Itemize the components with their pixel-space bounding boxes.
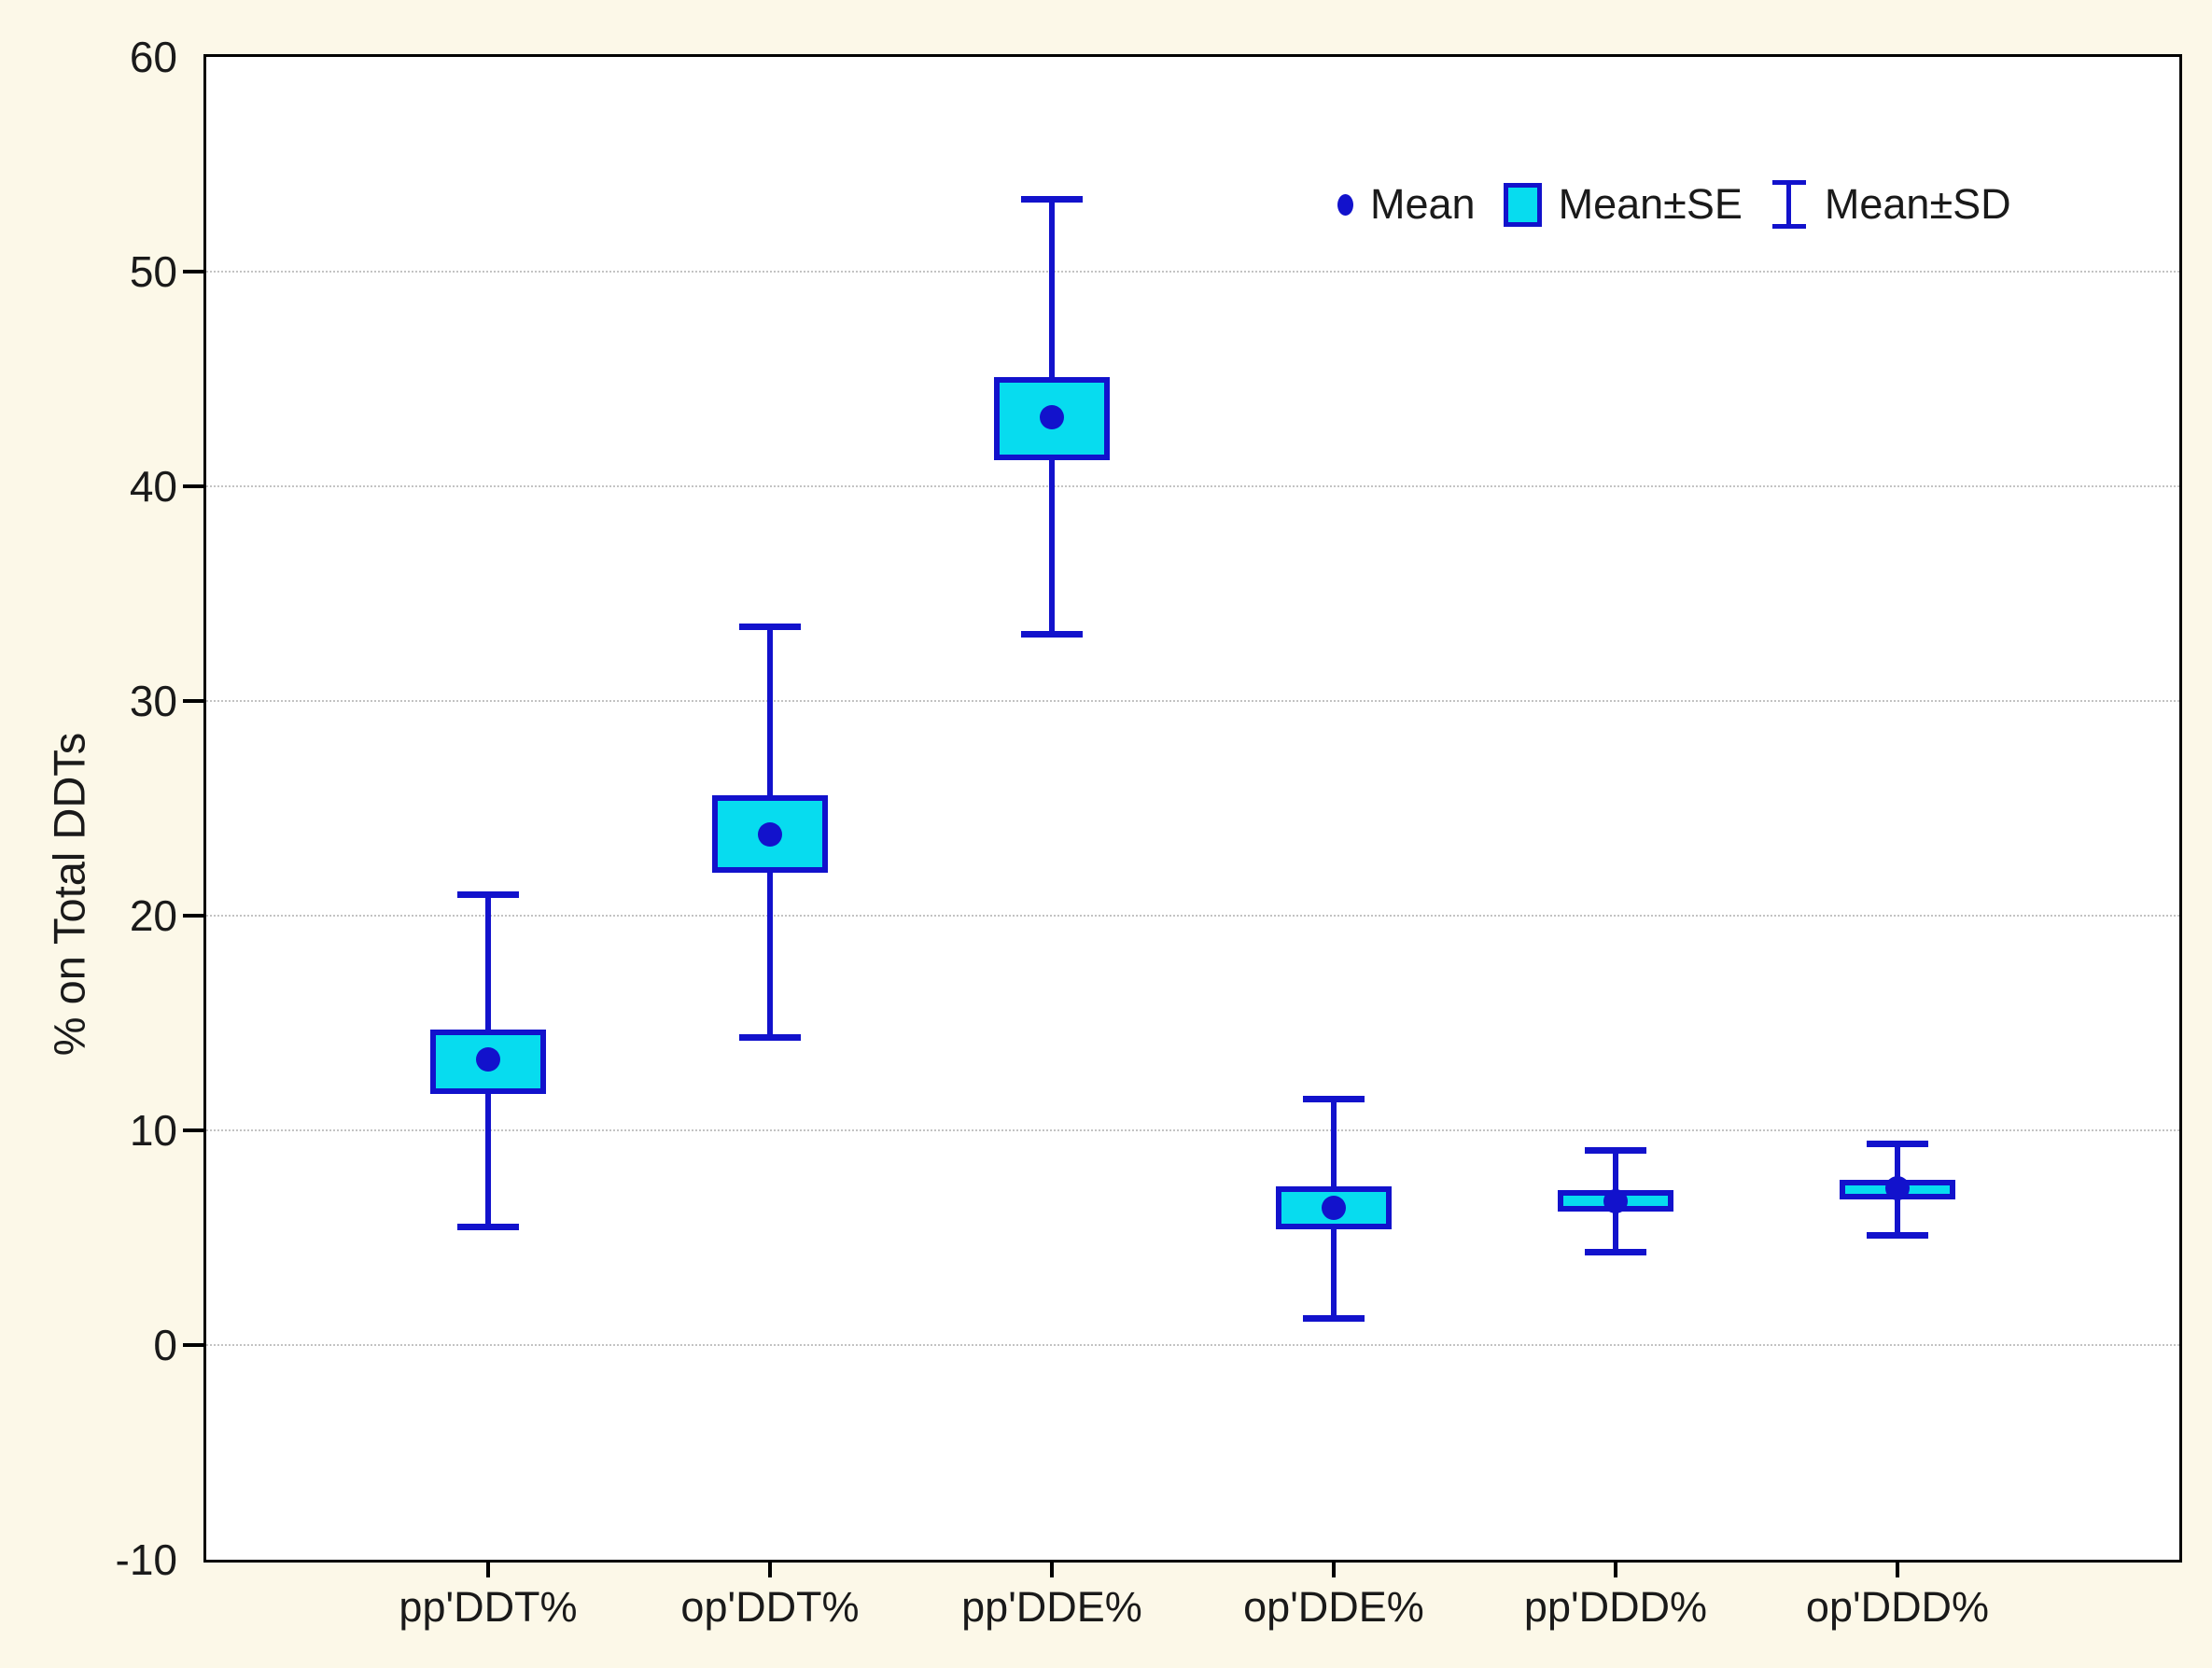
gridline [206, 271, 2179, 273]
legend-item: Mean±SE [1503, 180, 1743, 229]
mean-dot [1040, 405, 1064, 430]
y-axis-tick-label: 50 [129, 247, 177, 296]
gridline [206, 485, 2179, 487]
y-axis-tick [183, 1343, 203, 1347]
x-axis-tick [1050, 1563, 1054, 1577]
whisker-vline [1785, 180, 1791, 229]
y-axis-tick-label: 30 [129, 677, 177, 725]
gridline [206, 915, 2179, 917]
y-axis-tick-label: 40 [129, 462, 177, 511]
y-axis-tick-label: 0 [153, 1321, 177, 1369]
x-axis-tick-label: op'DDT% [680, 1583, 860, 1631]
mean-dot [758, 821, 782, 847]
legend-label: Mean±SE [1558, 180, 1743, 228]
sd-cap-bottom [1021, 630, 1083, 638]
x-axis-tick-label: pp'DDT% [399, 1583, 578, 1631]
x-axis-tick-label: pp'DDE% [961, 1583, 1142, 1631]
sd-cap-bottom [1303, 1315, 1365, 1323]
legend-sd-whisker-icon [1771, 180, 1808, 229]
mean-dot [476, 1047, 500, 1072]
x-axis-tick [768, 1563, 772, 1577]
whisker-top-cap [1771, 180, 1806, 185]
legend-item: Mean [1337, 180, 1476, 229]
y-axis-tick-label: 20 [129, 891, 177, 940]
legend-se-box-icon [1503, 182, 1542, 227]
x-axis-tick [1332, 1563, 1336, 1577]
sd-cap-bottom [457, 1223, 519, 1230]
y-axis-tick [183, 699, 203, 703]
legend-item: Mean±SD [1771, 180, 2011, 229]
mean-dot [1322, 1195, 1346, 1220]
gridline [206, 1129, 2179, 1131]
legend: Mean Mean±SE Mean±SD [1337, 180, 2011, 229]
y-axis-tick-label: 60 [129, 33, 177, 81]
y-axis-tick-label: -10 [115, 1535, 177, 1584]
y-axis-tick [183, 914, 203, 918]
sd-cap-bottom [739, 1034, 801, 1042]
y-axis-tick [183, 484, 203, 488]
y-axis-tick-label: 10 [129, 1106, 177, 1155]
gridline [206, 1344, 2179, 1346]
sd-cap-bottom [1867, 1231, 1928, 1239]
y-axis-tick [183, 270, 203, 273]
x-axis-tick-label: pp'DDD% [1523, 1583, 1708, 1631]
mean-dot [1885, 1176, 1910, 1201]
x-axis-tick-label: op'DDD% [1805, 1583, 1990, 1631]
x-axis-tick [486, 1563, 490, 1577]
x-axis-tick [1896, 1563, 1899, 1577]
x-axis-tick [1614, 1563, 1617, 1577]
sd-cap-top [1585, 1146, 1646, 1154]
x-axis-tick-label: op'DDE% [1243, 1583, 1424, 1631]
mean-dot [1603, 1188, 1628, 1213]
legend-label: Mean [1370, 180, 1476, 228]
sd-cap-top [1303, 1095, 1365, 1102]
sd-cap-top [739, 623, 801, 630]
legend-mean-dot-icon [1337, 193, 1353, 216]
sd-cap-top [1867, 1140, 1928, 1147]
whisker-bottom-cap [1771, 224, 1806, 229]
sd-cap-bottom [1585, 1249, 1646, 1256]
plot-area: Mean Mean±SE Mean±SD [183, 54, 2182, 1577]
sd-cap-top [457, 891, 519, 898]
legend-label: Mean±SD [1824, 180, 2011, 228]
gridline [206, 700, 2179, 702]
sd-cap-top [1021, 195, 1083, 203]
y-axis-tick [183, 1128, 203, 1132]
